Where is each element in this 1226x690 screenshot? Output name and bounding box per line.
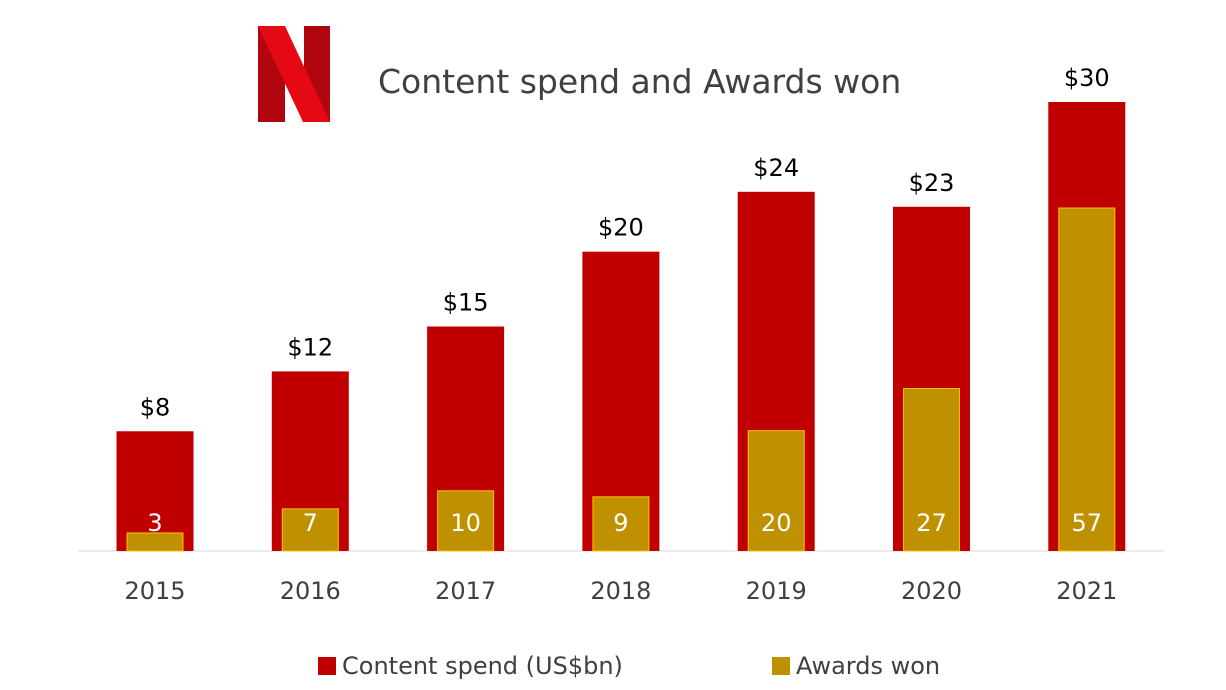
awards-data-label: 57: [1072, 509, 1103, 537]
x-tick-label: 2017: [435, 577, 496, 605]
legend-awards-label: Awards won: [796, 652, 940, 680]
spend-bar: [116, 431, 194, 551]
spend-data-label: $15: [443, 289, 489, 317]
logo-diagonal: [258, 26, 330, 122]
legend-awards-swatch: [772, 657, 790, 675]
awards-bar: [281, 508, 339, 552]
legend: Content spend (US$bn) Awards won: [318, 652, 940, 680]
awards-bar: [747, 430, 805, 552]
awards-bar: [1058, 207, 1116, 552]
legend-spend-label: Content spend (US$bn): [342, 652, 623, 680]
x-tick-label: 2019: [746, 577, 807, 605]
spend-data-label: $8: [140, 393, 171, 421]
bars-layer: $8 3 2015 $12 7 2016 $15 10 2017 $20 9 2018 $24 20 201…: [116, 64, 1126, 605]
spend-data-label: $30: [1064, 64, 1110, 92]
awards-bar: [903, 388, 960, 552]
awards-data-label: 20: [761, 509, 792, 537]
x-tick-label: 2016: [280, 577, 341, 605]
x-tick-label: 2015: [124, 577, 185, 605]
awards-bar: [437, 490, 495, 552]
chart-title: Content spend and Awards won: [378, 62, 901, 101]
x-tick-label: 2021: [1056, 577, 1117, 605]
legend-spend-swatch: [318, 657, 336, 675]
spend-data-label: $23: [909, 169, 955, 197]
spend-data-label: $24: [753, 154, 799, 182]
awards-data-label: 10: [450, 509, 481, 537]
awards-data-label: 3: [147, 509, 162, 537]
awards-data-label: 7: [303, 509, 318, 537]
spend-data-label: $20: [598, 214, 644, 242]
spend-data-label: $12: [287, 333, 333, 361]
awards-bar: [592, 496, 650, 552]
netflix-logo-icon: [258, 26, 330, 122]
x-tick-label: 2020: [901, 577, 962, 605]
awards-data-label: 27: [916, 509, 947, 537]
awards-bar: [126, 532, 184, 552]
awards-data-label: 9: [613, 509, 628, 537]
x-tick-label: 2018: [590, 577, 651, 605]
